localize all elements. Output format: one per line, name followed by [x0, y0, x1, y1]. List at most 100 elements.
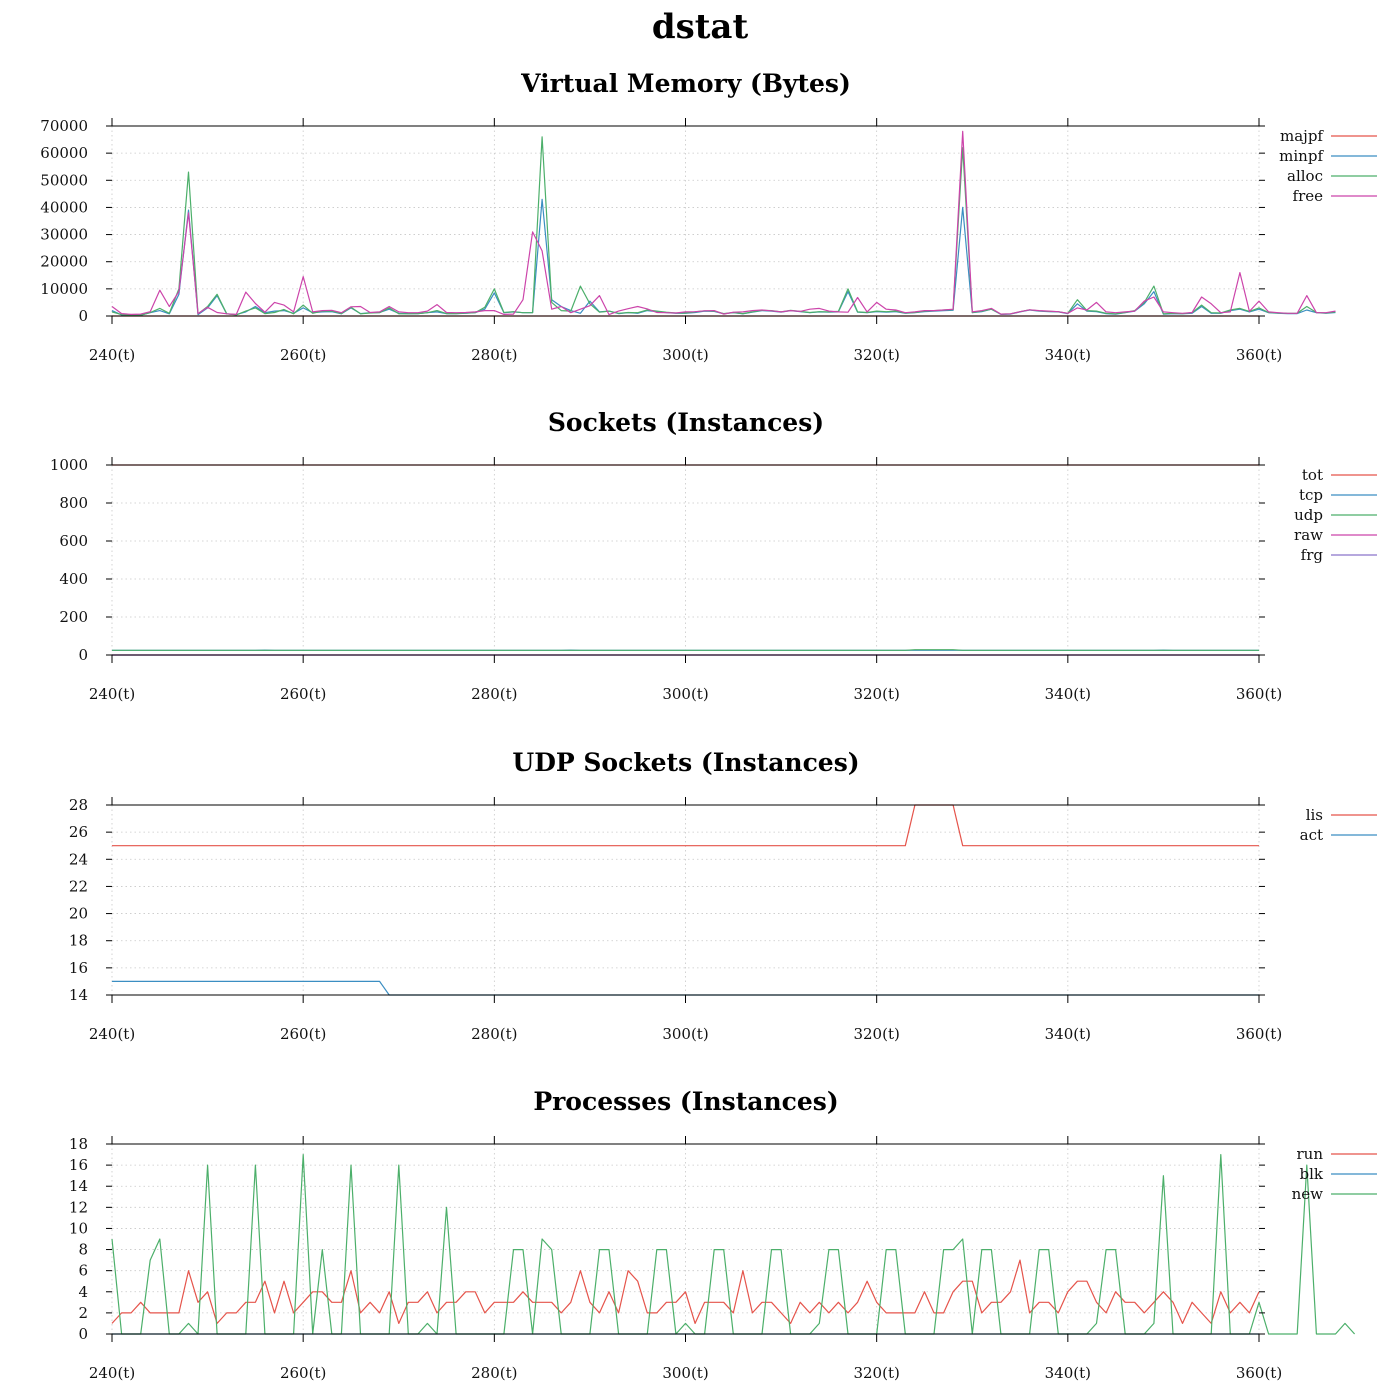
y-tick-label: 200	[59, 608, 88, 626]
legend-label: alloc	[1287, 167, 1323, 185]
figure-title: dstat	[652, 7, 749, 47]
x-tick-label: 280(t)	[471, 685, 517, 703]
series-line-run	[111, 1259, 1260, 1325]
y-tick-label: 22	[69, 877, 88, 895]
y-tick-label: 14	[69, 986, 88, 1004]
legend-entry-udp: udp	[1294, 506, 1377, 524]
legend-entry-act: act	[1300, 826, 1377, 844]
x-tick-label: 280(t)	[471, 346, 517, 364]
legend-entry-tcp: tcp	[1299, 486, 1377, 504]
y-tick-label: 24	[69, 850, 88, 868]
legend-entry-majpf: majpf	[1280, 127, 1377, 145]
x-tick-label: 320(t)	[853, 685, 899, 703]
panel-title: Processes (Instances)	[533, 1087, 838, 1116]
chart-panels: Virtual Memory (Bytes) 240(t) 260(t) 280(t)…	[40, 69, 1377, 1382]
legend-entry-lis: lis	[1306, 806, 1377, 824]
y-tick-label: 1000	[50, 456, 88, 474]
chart-panel-2: Sockets (Instances) 240(t) 260(t) 280(t) 300…	[50, 408, 1377, 703]
x-tick-label: 300(t)	[662, 1364, 708, 1382]
y-tick-label: 20000	[40, 253, 88, 271]
panel-title: Sockets (Instances)	[548, 408, 824, 437]
legend-label: minpf	[1279, 147, 1324, 165]
x-tick-label: 240(t)	[89, 685, 135, 703]
y-tick-label: 28	[69, 796, 88, 814]
x-tick-label: 300(t)	[662, 1025, 708, 1043]
y-tick-label: 14	[69, 1177, 88, 1195]
y-tick-label: 20	[69, 905, 88, 923]
x-tick-label: 240(t)	[89, 1025, 135, 1043]
legend-label: frg	[1301, 546, 1324, 564]
legend-entry-blk: blk	[1300, 1165, 1377, 1183]
y-tick-label: 50000	[40, 171, 88, 189]
y-tick-label: 16	[69, 1156, 88, 1174]
x-tick-label: 320(t)	[853, 1364, 899, 1382]
y-tick-label: 10000	[40, 280, 88, 298]
x-tick-label: 360(t)	[1236, 1364, 1282, 1382]
y-tick-label: 16	[69, 959, 88, 977]
x-tick-label: 320(t)	[853, 346, 899, 364]
series-line-free	[111, 130, 1336, 316]
x-tick-label: 360(t)	[1236, 1025, 1282, 1043]
x-tick-label: 340(t)	[1045, 1364, 1091, 1382]
series-line-act	[112, 980, 1259, 996]
y-tick-label: 6	[78, 1262, 88, 1280]
panel-title: Virtual Memory (Bytes)	[520, 69, 851, 98]
series-line-alloc	[111, 136, 1336, 316]
y-tick-label: 8	[78, 1241, 88, 1259]
x-tick-label: 280(t)	[471, 1364, 517, 1382]
y-tick-label: 70000	[40, 117, 88, 135]
series-line-lis	[112, 804, 1259, 847]
chart-panel-1: Virtual Memory (Bytes) 240(t) 260(t) 280(t)…	[40, 69, 1377, 364]
chart-panel-3: UDP Sockets (Instances) 240(t) 260(t) 280(t…	[69, 748, 1377, 1043]
x-tick-label: 260(t)	[280, 346, 326, 364]
legend-entry-minpf: minpf	[1279, 147, 1377, 165]
legend-entry-new: new	[1292, 1185, 1377, 1203]
legend-label: tcp	[1299, 486, 1323, 504]
legend-label: act	[1300, 826, 1323, 844]
legend-label: free	[1293, 187, 1324, 205]
chart-panel-4: Processes (Instances) 240(t) 260(t) 280(t) 3…	[69, 1087, 1377, 1382]
legend-label: raw	[1294, 526, 1323, 544]
y-tick-label: 40000	[40, 198, 88, 216]
panel-title: UDP Sockets (Instances)	[512, 748, 859, 777]
x-tick-label: 300(t)	[662, 685, 708, 703]
y-tick-label: 2	[78, 1304, 88, 1322]
y-tick-label: 10	[69, 1219, 88, 1237]
y-tick-label: 400	[59, 570, 88, 588]
y-tick-label: 30000	[40, 226, 88, 244]
legend-entry-run: run	[1297, 1145, 1377, 1163]
legend-label: lis	[1306, 806, 1323, 824]
legend-label: new	[1292, 1185, 1324, 1203]
x-tick-label: 340(t)	[1045, 346, 1091, 364]
legend-entry-free: free	[1293, 187, 1377, 205]
legend-label: majpf	[1280, 127, 1324, 145]
y-tick-label: 800	[59, 494, 88, 512]
legend-entry-raw: raw	[1294, 526, 1377, 544]
legend-label: run	[1297, 1145, 1324, 1163]
y-tick-label: 0	[78, 646, 88, 664]
x-tick-label: 300(t)	[662, 346, 708, 364]
legend-label: blk	[1300, 1165, 1324, 1183]
x-tick-label: 340(t)	[1045, 685, 1091, 703]
legend-label: udp	[1294, 506, 1323, 524]
legend-entry-alloc: alloc	[1287, 167, 1377, 185]
legend-label: tot	[1302, 466, 1323, 484]
y-tick-label: 18	[69, 1135, 88, 1153]
y-tick-label: 0	[78, 307, 88, 325]
legend-entry-frg: frg	[1301, 546, 1377, 564]
y-tick-label: 4	[78, 1283, 88, 1301]
y-tick-label: 26	[69, 823, 88, 841]
x-tick-label: 360(t)	[1236, 346, 1282, 364]
y-tick-label: 18	[69, 932, 88, 950]
x-tick-label: 240(t)	[89, 1364, 135, 1382]
x-tick-label: 260(t)	[280, 1364, 326, 1382]
x-tick-label: 340(t)	[1045, 1025, 1091, 1043]
y-tick-label: 0	[78, 1325, 88, 1343]
x-tick-label: 280(t)	[471, 1025, 517, 1043]
x-tick-label: 260(t)	[280, 685, 326, 703]
x-tick-label: 320(t)	[853, 1025, 899, 1043]
x-tick-label: 360(t)	[1236, 685, 1282, 703]
x-tick-label: 240(t)	[89, 346, 135, 364]
x-tick-label: 260(t)	[280, 1025, 326, 1043]
